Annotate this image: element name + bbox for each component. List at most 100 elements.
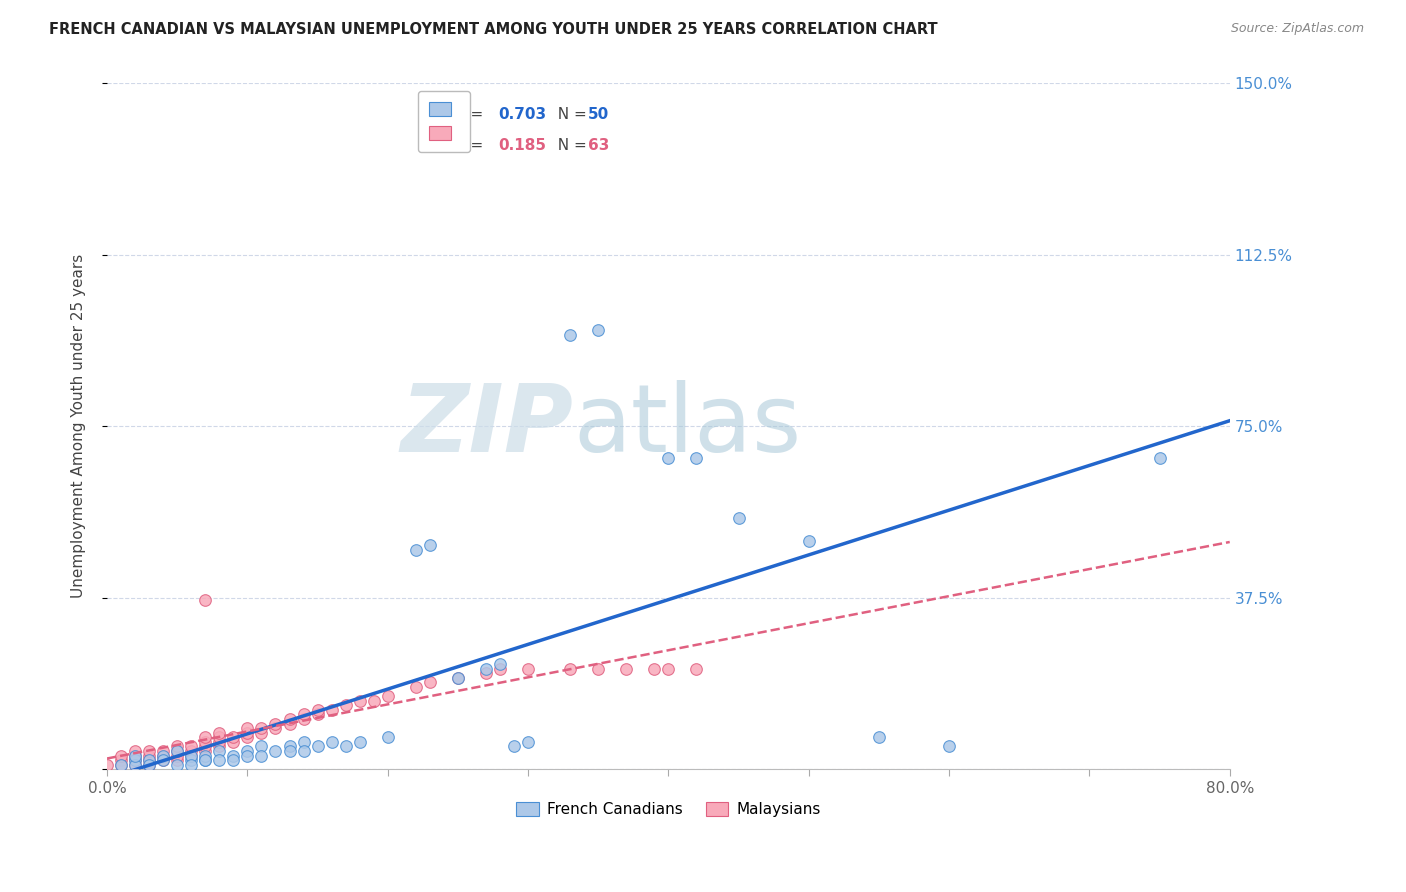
- Point: [938, 739, 960, 754]
- Point: [166, 753, 188, 767]
- Point: [278, 716, 301, 731]
- Point: [194, 744, 217, 758]
- Point: [307, 739, 329, 754]
- Text: ZIP: ZIP: [401, 380, 574, 473]
- Point: [349, 694, 371, 708]
- Legend: French Canadians, Malaysians: French Canadians, Malaysians: [510, 796, 827, 823]
- Point: [292, 744, 315, 758]
- Point: [138, 753, 160, 767]
- Point: [152, 753, 174, 767]
- Point: [643, 662, 665, 676]
- Point: [110, 757, 132, 772]
- Text: atlas: atlas: [574, 380, 801, 473]
- Point: [166, 757, 188, 772]
- Point: [152, 748, 174, 763]
- Point: [124, 748, 146, 763]
- Point: [685, 451, 707, 466]
- Point: [152, 748, 174, 763]
- Point: [194, 593, 217, 607]
- Point: [250, 748, 273, 763]
- Point: [405, 542, 427, 557]
- Point: [124, 753, 146, 767]
- Point: [110, 757, 132, 772]
- Point: [560, 662, 582, 676]
- Point: [138, 748, 160, 763]
- Point: [349, 735, 371, 749]
- Point: [292, 712, 315, 726]
- Text: R =: R =: [456, 138, 488, 153]
- Point: [377, 689, 399, 703]
- Point: [180, 739, 202, 754]
- Point: [222, 735, 245, 749]
- Point: [489, 662, 512, 676]
- Point: [124, 757, 146, 772]
- Point: [321, 703, 343, 717]
- Point: [292, 735, 315, 749]
- Point: [447, 671, 470, 685]
- Point: [138, 757, 160, 772]
- Point: [517, 662, 540, 676]
- Point: [138, 753, 160, 767]
- Point: [475, 666, 498, 681]
- Y-axis label: Unemployment Among Youth under 25 years: Unemployment Among Youth under 25 years: [72, 254, 86, 599]
- Point: [138, 744, 160, 758]
- Point: [110, 748, 132, 763]
- Point: [208, 731, 231, 745]
- Point: [124, 748, 146, 763]
- Point: [868, 731, 890, 745]
- Point: [264, 744, 287, 758]
- Point: [180, 748, 202, 763]
- Point: [503, 739, 526, 754]
- Point: [166, 739, 188, 754]
- Point: [377, 731, 399, 745]
- Point: [264, 716, 287, 731]
- Point: [685, 662, 707, 676]
- Point: [124, 757, 146, 772]
- Point: [419, 538, 441, 552]
- Point: [307, 707, 329, 722]
- Text: Source: ZipAtlas.com: Source: ZipAtlas.com: [1230, 22, 1364, 36]
- Point: [419, 675, 441, 690]
- Point: [180, 753, 202, 767]
- Point: [180, 757, 202, 772]
- Point: [236, 748, 259, 763]
- Point: [166, 744, 188, 758]
- Point: [727, 511, 749, 525]
- Point: [124, 744, 146, 758]
- Point: [335, 739, 357, 754]
- Point: [657, 451, 679, 466]
- Point: [222, 753, 245, 767]
- Point: [489, 657, 512, 672]
- Point: [194, 753, 217, 767]
- Text: R =: R =: [456, 107, 488, 122]
- Point: [194, 748, 217, 763]
- Text: N =: N =: [548, 107, 592, 122]
- Point: [475, 662, 498, 676]
- Point: [180, 744, 202, 758]
- Point: [208, 735, 231, 749]
- Point: [208, 739, 231, 754]
- Point: [166, 748, 188, 763]
- Point: [194, 739, 217, 754]
- Point: [614, 662, 637, 676]
- Point: [180, 748, 202, 763]
- Point: [292, 707, 315, 722]
- Point: [560, 327, 582, 342]
- Point: [1149, 451, 1171, 466]
- Point: [152, 753, 174, 767]
- Point: [236, 725, 259, 739]
- Point: [278, 744, 301, 758]
- Point: [124, 753, 146, 767]
- Point: [250, 721, 273, 735]
- Point: [586, 662, 609, 676]
- Point: [152, 744, 174, 758]
- Point: [405, 680, 427, 694]
- Point: [208, 725, 231, 739]
- Point: [96, 757, 118, 772]
- Point: [447, 671, 470, 685]
- Point: [194, 735, 217, 749]
- Point: [236, 731, 259, 745]
- Point: [278, 712, 301, 726]
- Point: [363, 694, 385, 708]
- Text: FRENCH CANADIAN VS MALAYSIAN UNEMPLOYMENT AMONG YOUTH UNDER 25 YEARS CORRELATION: FRENCH CANADIAN VS MALAYSIAN UNEMPLOYMEN…: [49, 22, 938, 37]
